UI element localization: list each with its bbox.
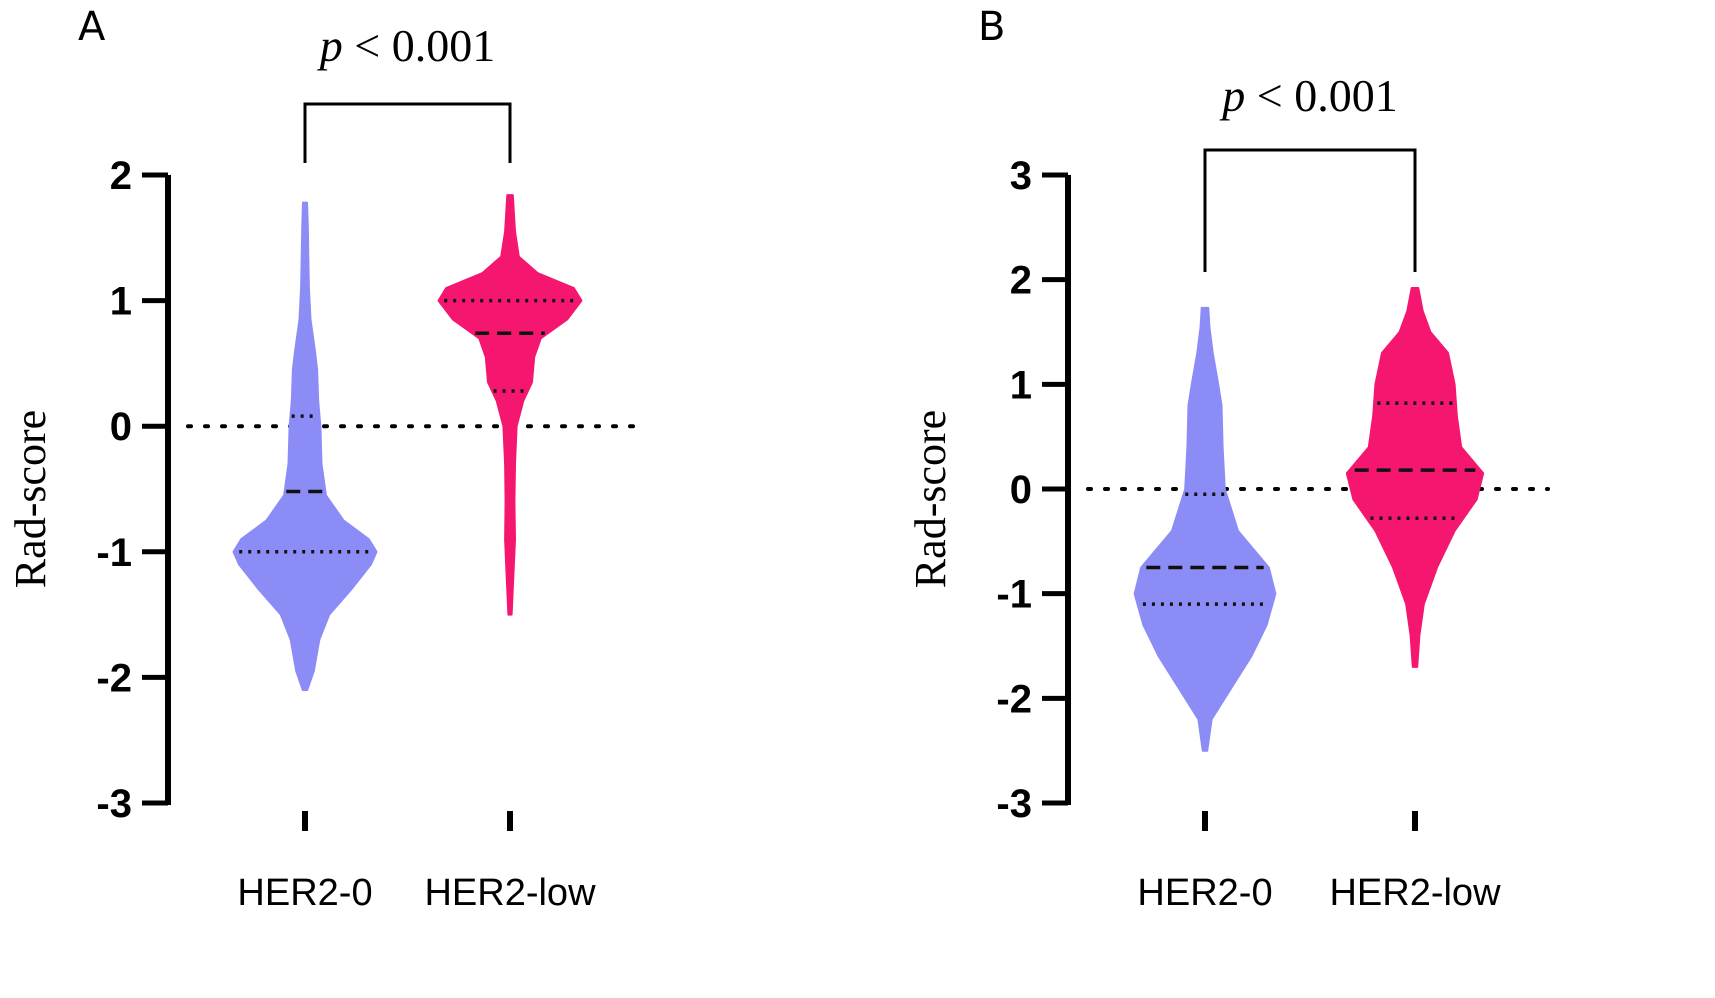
p-value-text: < 0.001 (343, 20, 495, 71)
y-tick-label: 2 (1010, 259, 1032, 303)
x-category-label: HER2-0 (1137, 872, 1272, 914)
violin-her2-0 (232, 201, 378, 691)
x-category-label: HER2-0 (237, 872, 372, 914)
y-tick-label: 3 (1010, 154, 1032, 198)
y-tick-label: -2 (96, 656, 132, 700)
x-category-label: HER2-low (424, 872, 596, 914)
y-tick-label: -2 (996, 677, 1032, 721)
y-tick-label: -3 (96, 782, 132, 826)
violin-her2-0 (1133, 306, 1277, 752)
significance-bracket (303, 102, 512, 163)
y-tick-label: 0 (1010, 468, 1032, 512)
y-axis-label: Rad-score (6, 410, 55, 588)
violin-her2-low (1345, 287, 1485, 668)
y-tick-label: 0 (110, 405, 132, 449)
violin-her2-low (437, 194, 583, 616)
y-tick-label: -3 (996, 782, 1032, 826)
y-tick-label: 1 (1010, 363, 1032, 407)
p-value-annotation: p < 0.001 (317, 20, 495, 71)
panel-b: B Rad-score 3 2 1 0 -1 -2 -3 HER2-0 HER2-low p < 0.… (906, 4, 1550, 914)
p-value-annotation: p < 0.001 (1219, 70, 1397, 121)
p-symbol: p (1219, 70, 1245, 121)
p-value-text: < 0.001 (1245, 70, 1397, 121)
y-tick-label: 2 (110, 154, 132, 198)
x-category-label: HER2-low (1329, 872, 1501, 914)
significance-bracket (1203, 148, 1417, 272)
p-symbol: p (317, 20, 343, 71)
panel-letter: B (978, 4, 1005, 50)
panel-letter: A (78, 4, 106, 50)
y-tick-label: -1 (96, 531, 132, 575)
y-tick-label: -1 (996, 573, 1032, 617)
y-tick-label: 1 (110, 280, 132, 324)
y-axis-label: Rad-score (906, 410, 955, 588)
panel-a: A Rad-score 2 1 0 -1 -2 -3 HER2-0 HER2-low p < 0.0… (6, 4, 647, 914)
